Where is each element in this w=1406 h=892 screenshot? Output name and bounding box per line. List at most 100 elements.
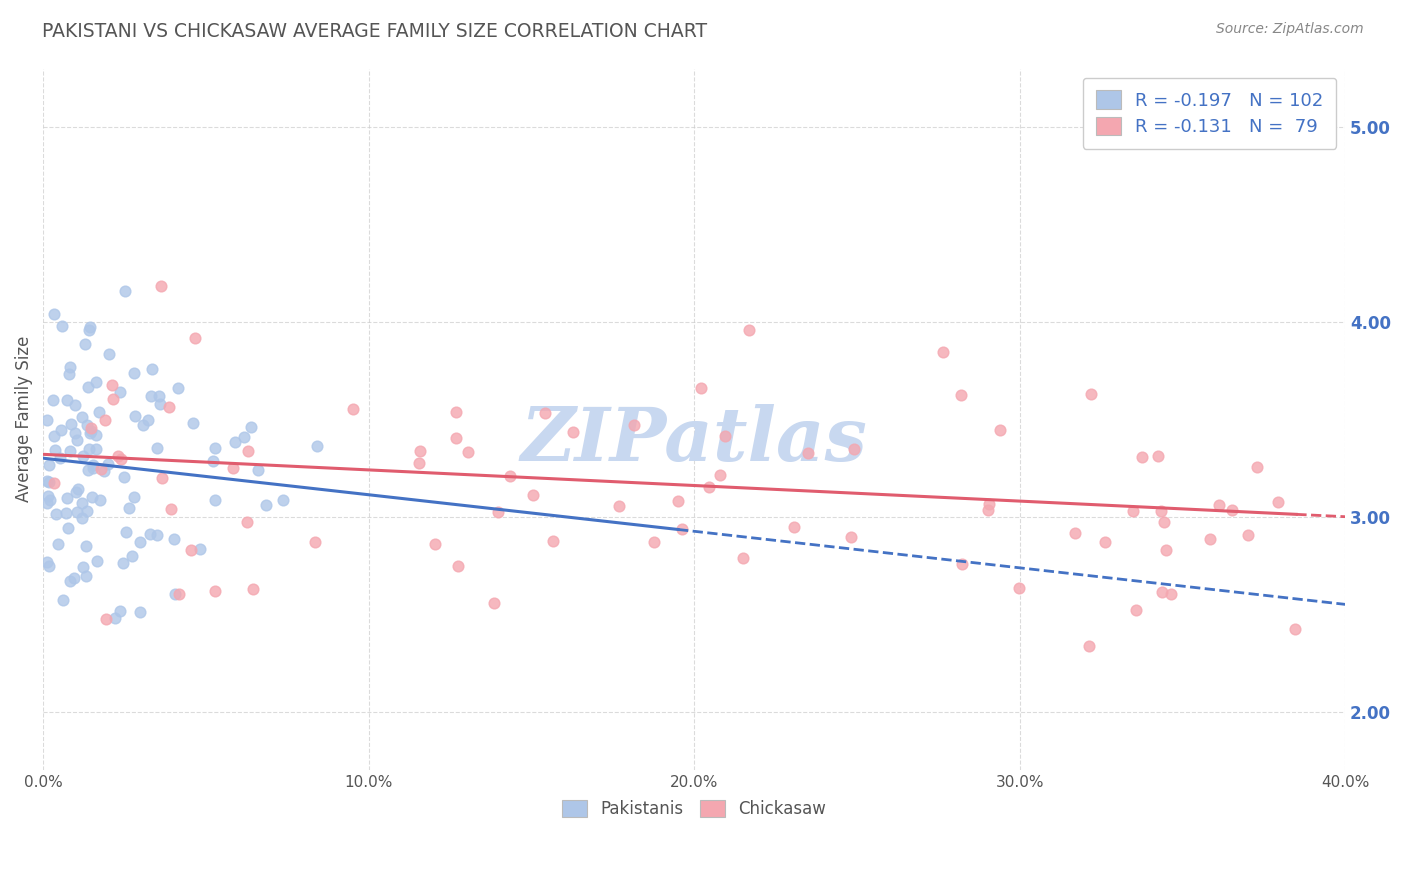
- Point: [70, 410, 93, 425]
- Point: [35, 413, 58, 427]
- Point: [77, 380, 100, 394]
- Point: [65, 485, 87, 500]
- Point: [486, 505, 509, 519]
- Point: [76, 417, 98, 432]
- Text: Source: ZipAtlas.com: Source: ZipAtlas.com: [1216, 22, 1364, 37]
- Point: [58, 368, 80, 382]
- Point: [56, 521, 79, 535]
- Point: [49, 451, 72, 466]
- Point: [77, 442, 100, 456]
- Point: [141, 362, 163, 376]
- Point: [76, 504, 98, 518]
- Point: [1064, 525, 1087, 540]
- Point: [446, 431, 468, 445]
- Point: [86, 554, 108, 568]
- Point: [165, 587, 187, 601]
- Point: [841, 530, 863, 544]
- Point: [72, 449, 94, 463]
- Point: [457, 444, 479, 458]
- Point: [118, 500, 141, 515]
- Point: [80, 490, 103, 504]
- Point: [737, 323, 759, 337]
- Point: [124, 490, 146, 504]
- Point: [42, 429, 65, 443]
- Point: [148, 389, 170, 403]
- Point: [129, 534, 152, 549]
- Point: [97, 458, 120, 472]
- Point: [1237, 527, 1260, 541]
- Point: [1284, 622, 1306, 636]
- Point: [783, 520, 806, 534]
- Point: [1199, 532, 1222, 546]
- Point: [224, 434, 246, 449]
- Point: [80, 421, 103, 435]
- Point: [541, 534, 564, 549]
- Point: [42, 308, 65, 322]
- Point: [51, 319, 73, 334]
- Point: [82, 458, 104, 472]
- Point: [114, 284, 136, 298]
- Point: [66, 482, 89, 496]
- Point: [222, 461, 245, 475]
- Point: [66, 506, 89, 520]
- Point: [52, 593, 75, 607]
- Point: [977, 502, 1000, 516]
- Point: [76, 463, 98, 477]
- Point: [38, 558, 60, 573]
- Point: [232, 430, 254, 444]
- Point: [46, 537, 69, 551]
- Point: [408, 456, 430, 470]
- Point: [242, 582, 264, 596]
- Point: [110, 451, 132, 466]
- Point: [62, 571, 84, 585]
- Point: [124, 409, 146, 424]
- Point: [38, 458, 60, 472]
- Point: [247, 463, 270, 477]
- Point: [129, 605, 152, 619]
- Point: [75, 540, 97, 554]
- Point: [447, 559, 470, 574]
- Point: [240, 420, 263, 434]
- Point: [90, 462, 112, 476]
- Point: [157, 400, 180, 414]
- Point: [1208, 498, 1230, 512]
- Point: [98, 347, 121, 361]
- Point: [666, 494, 689, 508]
- Point: [304, 535, 326, 549]
- Point: [1150, 504, 1173, 518]
- Point: [1080, 387, 1102, 401]
- Point: [73, 336, 96, 351]
- Point: [77, 323, 100, 337]
- Point: [89, 493, 111, 508]
- Point: [44, 443, 66, 458]
- Point: [132, 418, 155, 433]
- Point: [35, 496, 58, 510]
- Point: [499, 468, 522, 483]
- Point: [101, 392, 124, 406]
- Point: [38, 475, 60, 490]
- Point: [204, 442, 226, 456]
- Text: ZIPatlas: ZIPatlas: [520, 404, 868, 476]
- Point: [697, 480, 720, 494]
- Point: [188, 542, 211, 557]
- Point: [273, 493, 295, 508]
- Point: [522, 488, 544, 502]
- Point: [93, 464, 115, 478]
- Point: [236, 443, 259, 458]
- Point: [86, 428, 108, 442]
- Point: [184, 331, 207, 345]
- Point: [59, 360, 82, 375]
- Point: [72, 560, 94, 574]
- Point: [988, 423, 1011, 437]
- Point: [80, 425, 103, 439]
- Point: [797, 446, 820, 460]
- Point: [141, 389, 163, 403]
- Point: [235, 515, 257, 529]
- Point: [444, 405, 467, 419]
- Point: [122, 367, 145, 381]
- Point: [59, 444, 82, 458]
- Point: [63, 398, 86, 412]
- Point: [1094, 535, 1116, 549]
- Point: [977, 497, 1000, 511]
- Point: [1130, 450, 1153, 465]
